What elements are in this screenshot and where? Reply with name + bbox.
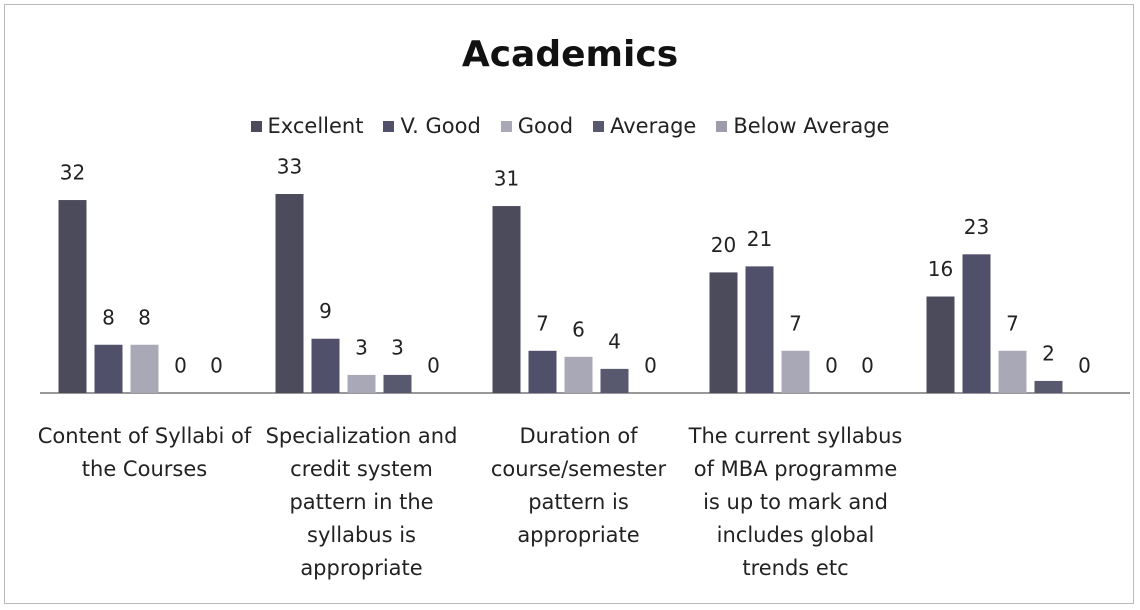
- legend-label: Good: [517, 114, 574, 138]
- legend-label: Average: [610, 114, 697, 138]
- x-tick-label: Specialization and credit system pattern…: [265, 424, 458, 580]
- data-label: 6: [572, 317, 585, 341]
- chart-title: Academics: [461, 34, 679, 75]
- bar: [564, 356, 593, 393]
- data-label: 0: [210, 354, 223, 378]
- data-label: 0: [861, 354, 874, 378]
- x-tick-label: Duration of course/semester pattern is a…: [490, 424, 667, 547]
- data-label: 4: [608, 329, 621, 353]
- data-label: 16: [928, 257, 953, 281]
- data-label: 7: [1006, 311, 1019, 335]
- data-label: 3: [355, 335, 368, 359]
- legend-item: Below Average: [716, 114, 889, 138]
- legend-label: Excellent: [267, 114, 364, 138]
- data-label: 8: [102, 305, 115, 329]
- data-label: 3: [391, 335, 404, 359]
- legend-item: Average: [593, 114, 696, 138]
- x-tick-label: Content of Syllabi of the Courses: [37, 424, 252, 481]
- data-label: 21: [747, 227, 772, 251]
- legend-swatch: [593, 120, 605, 132]
- data-label: 0: [427, 354, 440, 378]
- bar: [275, 194, 304, 393]
- bar: [58, 200, 87, 393]
- legend-swatch: [500, 120, 512, 132]
- bar: [781, 350, 810, 393]
- bar: [745, 266, 774, 393]
- data-label: 31: [494, 167, 519, 191]
- bar: [600, 368, 629, 393]
- data-label: 2: [1042, 341, 1055, 365]
- legend-item: Excellent: [250, 114, 364, 138]
- data-label: 0: [825, 354, 838, 378]
- data-label: 7: [789, 311, 802, 335]
- data-label: 0: [174, 354, 187, 378]
- bar: [1034, 380, 1063, 393]
- data-label: 23: [964, 215, 989, 239]
- data-label: 20: [711, 233, 736, 257]
- bar: [311, 338, 340, 393]
- legend: Excellent V. Good Good Average Below Average: [0, 114, 1140, 138]
- data-label: 0: [644, 354, 657, 378]
- legend-swatch: [716, 120, 728, 132]
- bar: [347, 374, 376, 393]
- data-label: 33: [277, 155, 302, 179]
- legend-label: V. Good: [400, 114, 481, 138]
- bar: [926, 296, 955, 393]
- bar: [130, 344, 159, 393]
- data-label: 0: [1078, 354, 1091, 378]
- bar: [528, 350, 557, 393]
- legend-label: Below Average: [733, 114, 890, 138]
- data-label: 32: [60, 161, 85, 185]
- legend-item: Good: [500, 114, 574, 138]
- bar: [709, 272, 738, 393]
- bar: [998, 350, 1027, 393]
- bar: [962, 254, 991, 393]
- bar: [94, 344, 123, 393]
- legend-swatch: [383, 120, 395, 132]
- data-label: 8: [138, 305, 151, 329]
- data-label: 9: [319, 299, 332, 323]
- legend-swatch: [250, 120, 262, 132]
- data-label: 7: [536, 311, 549, 335]
- legend-item: V. Good: [383, 114, 481, 138]
- bar: [492, 206, 521, 393]
- x-tick-label: The current syllabus of MBA programme is…: [688, 424, 903, 580]
- frame: [4, 4, 1134, 604]
- bar: [383, 374, 412, 393]
